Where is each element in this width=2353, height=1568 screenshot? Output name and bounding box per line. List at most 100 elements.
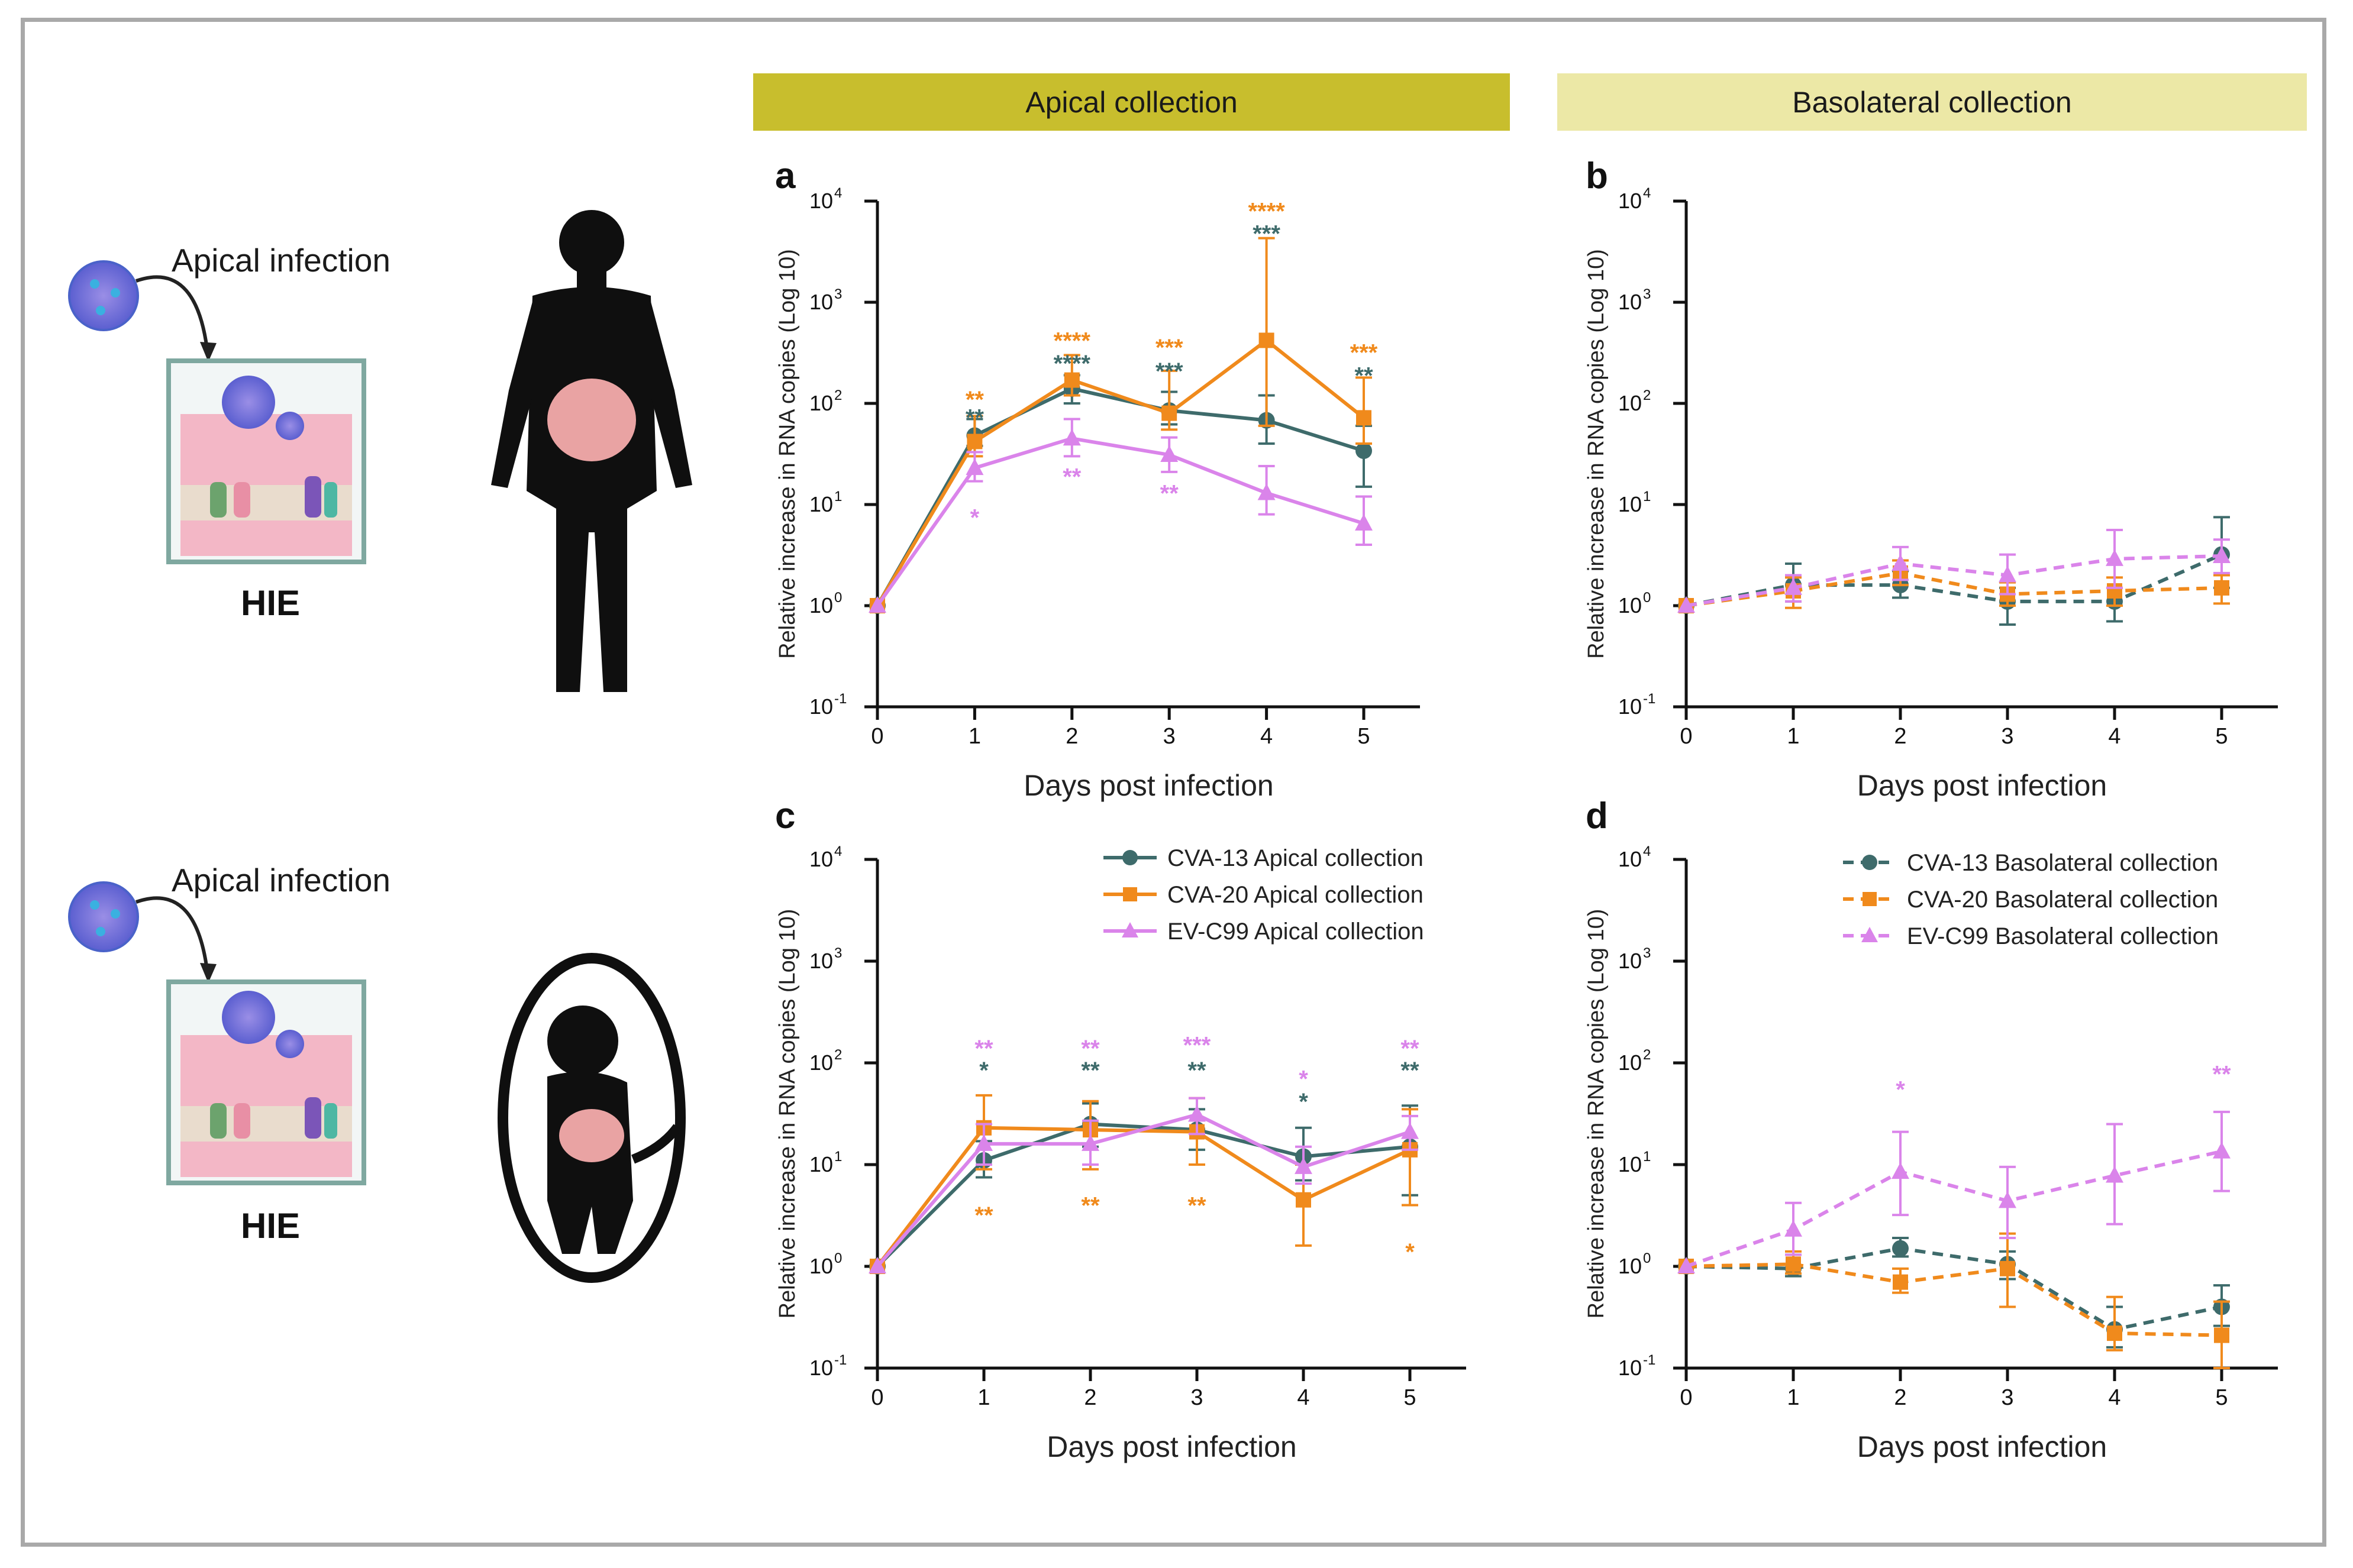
data-point [1892, 1162, 1909, 1179]
apical-collection-header: Apical collection [753, 73, 1510, 131]
hie-label-top: HIE [241, 583, 301, 623]
data-point [1356, 410, 1371, 426]
x-tick-label: 1 [1787, 724, 1799, 749]
series-line [876, 338, 1365, 607]
virus-icon [68, 260, 139, 331]
series-line [876, 1113, 1410, 1268]
legend-marker [1122, 850, 1138, 865]
x-axis-title: Days post infection [1047, 1430, 1296, 1463]
data-point [1295, 1157, 1312, 1174]
y-tick-exponent: 3 [834, 286, 842, 302]
significance-annotation: *** [1155, 335, 1183, 361]
significance-annotation: * [979, 1058, 989, 1084]
panel-label: b [1586, 156, 1608, 196]
y-tick-label: 10 [809, 949, 833, 973]
data-point [2214, 580, 2229, 596]
y-tick-exponent: 3 [834, 945, 842, 961]
data-point [1784, 1220, 1802, 1237]
legend-label: EV-C99 Basolateral collection [1907, 923, 2219, 949]
significance-annotation: *** [1155, 358, 1183, 384]
significance-annotation: *** [1183, 1033, 1211, 1059]
significance-annotation: * [1299, 1066, 1308, 1092]
fetus-in-womb-icon [498, 953, 686, 1283]
data-point [2107, 1325, 2122, 1341]
infection-arrow-icon [135, 275, 209, 350]
y-tick-label: 10 [809, 189, 833, 213]
y-tick-label: 10 [809, 593, 833, 617]
y-tick-exponent: 3 [1643, 286, 1651, 302]
y-tick-label: 10 [809, 847, 833, 871]
x-tick-label: 5 [2215, 724, 2228, 749]
y-axis-title: Relative increase in RNA copies (Log 10) [1584, 909, 1609, 1319]
significance-annotation: * [1299, 1089, 1308, 1115]
significance-annotation: ** [1160, 481, 1179, 507]
data-point [1063, 429, 1081, 446]
transwell-icon [166, 358, 366, 564]
legend-label: CVA-13 Apical collection [1167, 845, 1424, 871]
y-tick-exponent: 1 [834, 489, 842, 505]
series-line [1686, 552, 2223, 607]
series-line [1686, 1246, 2222, 1331]
significance-annotation: * [1896, 1077, 1905, 1103]
y-tick-exponent: 2 [1643, 1047, 1651, 1063]
data-point [1355, 442, 1372, 460]
panel-label: a [775, 156, 796, 196]
x-tick-label: 4 [1297, 1385, 1309, 1410]
figure-frame [21, 18, 2326, 1547]
y-tick-exponent: 0 [834, 590, 842, 606]
y-tick-label: 10 [809, 1050, 833, 1075]
y-tick-label: 10 [1618, 189, 1642, 213]
series-line [876, 1126, 1411, 1268]
data-point [1893, 1274, 1908, 1290]
data-point [2106, 1166, 2123, 1183]
x-tick-label: 3 [2001, 724, 2013, 749]
x-tick-label: 0 [871, 724, 883, 749]
legend-label: CVA-20 Basolateral collection [1907, 887, 2218, 913]
virus-icon [68, 881, 139, 952]
x-tick-label: 5 [1357, 724, 1370, 749]
data-point [1161, 405, 1177, 421]
data-point [1064, 372, 1080, 388]
y-axis-title: Relative increase in RNA copies (Log 10) [1584, 249, 1609, 659]
significance-annotation: *** [1350, 340, 1378, 366]
x-tick-label: 2 [1066, 724, 1078, 749]
series-circle [1678, 1237, 2230, 1349]
data-point [869, 596, 886, 613]
y-tick-label: 10 [1618, 1152, 1642, 1176]
data-point [1999, 1191, 2016, 1208]
y-tick-exponent: 2 [1643, 387, 1651, 403]
legend-marker [1862, 855, 1877, 870]
series-line [1686, 554, 2222, 607]
data-point [1082, 1134, 1099, 1151]
y-tick-exponent: 0 [1643, 1250, 1651, 1266]
legend-label: EV-C99 Apical collection [1167, 919, 1424, 945]
x-axis-title: Days post infection [1024, 769, 1273, 802]
significance-annotation: ** [1081, 1058, 1100, 1084]
y-tick-label: 10 [809, 1152, 833, 1176]
series-line [1686, 1149, 2222, 1268]
series-triangle [869, 418, 1373, 613]
series-triangle [1677, 1110, 2231, 1273]
x-tick-label: 3 [2001, 1385, 2013, 1410]
data-point [1677, 1257, 1695, 1273]
y-tick-exponent: 1 [834, 1149, 842, 1165]
x-tick-label: 4 [2108, 1385, 2120, 1410]
significance-annotation: **** [1054, 351, 1091, 377]
y-tick-exponent: 4 [834, 185, 842, 201]
x-tick-label: 3 [1190, 1385, 1203, 1410]
data-point [1296, 1192, 1311, 1208]
data-point [1892, 1240, 1909, 1257]
panel-label: c [775, 796, 795, 836]
y-tick-label: 10 [1618, 290, 1642, 314]
significance-annotation: **** [1248, 199, 1285, 225]
y-tick-label: 10 [1618, 391, 1642, 415]
series-line [876, 437, 1364, 607]
data-point [2106, 549, 2123, 566]
data-point [967, 434, 983, 450]
x-tick-label: 2 [1894, 1385, 1906, 1410]
data-point [1786, 1256, 1801, 1272]
